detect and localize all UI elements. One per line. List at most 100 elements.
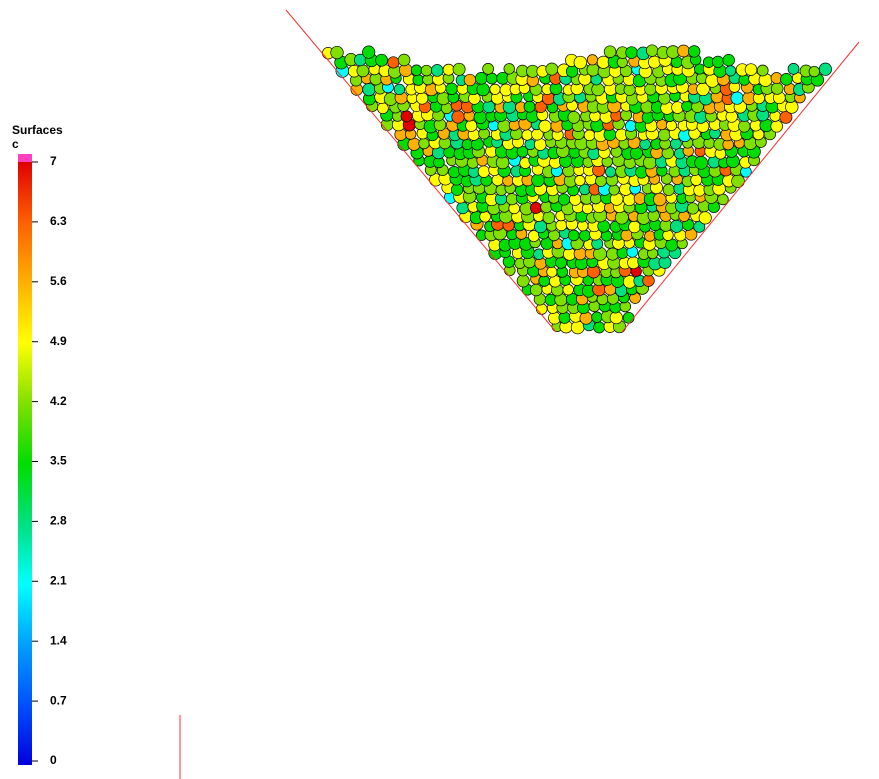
particle (725, 65, 737, 77)
tick-label: 5.6 (50, 274, 67, 288)
particle (450, 183, 464, 196)
particle (653, 192, 667, 207)
particle (442, 63, 455, 76)
particle (400, 110, 413, 123)
particle (648, 55, 661, 69)
particle (546, 266, 558, 278)
particle (475, 72, 488, 85)
particle (567, 111, 581, 124)
particle (476, 82, 490, 97)
particle (555, 256, 568, 269)
particle (568, 229, 580, 242)
particle (681, 100, 693, 112)
particle (603, 45, 617, 58)
particle (448, 166, 461, 179)
particle (657, 128, 671, 142)
particle (418, 137, 430, 150)
particle (581, 202, 594, 215)
particle (523, 100, 536, 113)
particle (665, 119, 677, 132)
particle (473, 110, 487, 124)
particle (780, 73, 793, 86)
particle (452, 62, 466, 76)
funnel-wall (621, 41, 860, 333)
particle (451, 110, 465, 124)
particle (555, 219, 568, 232)
legend-subtitle: c (12, 137, 19, 151)
particle (531, 173, 545, 187)
particle (623, 83, 636, 96)
particle (562, 284, 574, 296)
particle (644, 83, 657, 96)
particle (662, 183, 675, 196)
particle (693, 184, 706, 197)
particle (482, 63, 494, 75)
tick-label: 2.1 (50, 573, 67, 587)
particle (711, 55, 725, 68)
particle (410, 64, 423, 76)
particle (670, 137, 682, 150)
particle (770, 82, 784, 95)
particle (624, 120, 637, 132)
particle (538, 119, 552, 133)
particle (628, 220, 641, 234)
particle (698, 211, 712, 225)
particle (362, 45, 376, 59)
particle (688, 45, 701, 58)
particle (420, 64, 433, 77)
particle (614, 210, 629, 225)
tick-label: 4.9 (50, 334, 67, 348)
particle (756, 64, 769, 77)
particle (535, 303, 548, 315)
particle (625, 46, 638, 59)
legend-title: Surfaces (12, 123, 63, 137)
particle (596, 55, 610, 69)
particle (503, 63, 515, 75)
particle (608, 184, 620, 196)
particle (397, 53, 411, 67)
particle (545, 62, 559, 76)
tick-label: 4.2 (50, 394, 67, 408)
particle (540, 200, 553, 214)
particle (479, 210, 491, 223)
particle (731, 174, 745, 188)
particle (456, 201, 469, 215)
particle (730, 91, 744, 105)
particle (808, 65, 820, 78)
particle (605, 166, 617, 178)
particle (642, 274, 655, 287)
particle (557, 193, 571, 206)
tick-label: 0 (50, 753, 57, 767)
particle (670, 219, 684, 233)
particle (558, 311, 571, 324)
particle (738, 120, 751, 133)
particle (538, 275, 550, 287)
particle (356, 64, 370, 78)
particle (591, 311, 603, 323)
particle (770, 120, 783, 133)
particle (542, 211, 556, 224)
particle (695, 72, 708, 85)
particle (430, 64, 444, 77)
particle (787, 63, 800, 75)
tick-label: 1.4 (50, 633, 67, 647)
particle (548, 229, 560, 242)
particle (387, 56, 400, 69)
tick-label: 0.7 (50, 693, 67, 707)
particle (677, 44, 690, 58)
tick-label: 6.3 (50, 214, 67, 228)
particle (393, 83, 406, 96)
particle (330, 45, 344, 60)
particle (445, 82, 458, 95)
particle (489, 83, 501, 95)
particle (477, 165, 491, 178)
particle (516, 274, 530, 288)
particle (645, 44, 659, 57)
particle (573, 55, 587, 70)
tick-label: 2.8 (50, 514, 67, 528)
particle-bed (322, 44, 832, 335)
particle (686, 202, 699, 215)
colorbar-cap (18, 154, 32, 162)
particle (622, 311, 635, 324)
